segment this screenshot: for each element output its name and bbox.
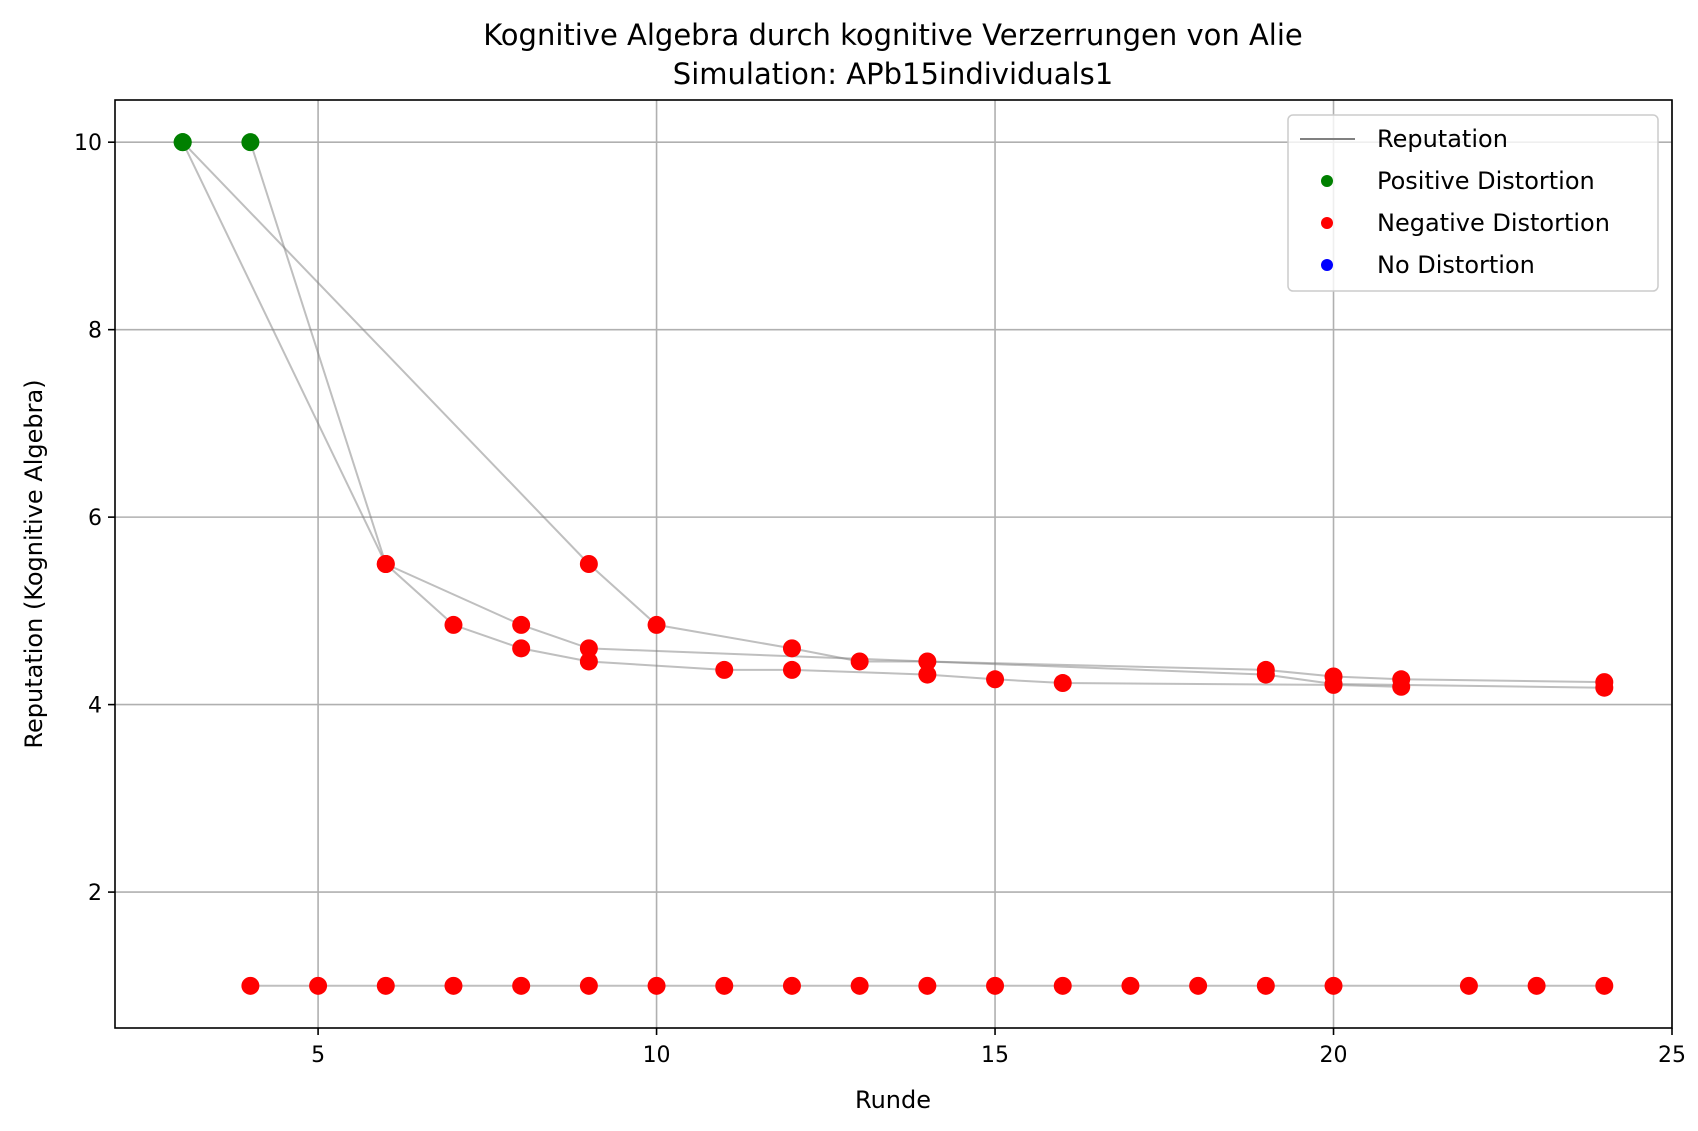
data-point — [1256, 660, 1275, 679]
reputation-line-3 — [181, 141, 1605, 684]
data-point — [241, 976, 260, 995]
data-point — [647, 615, 666, 634]
legend-label-reputation: Reputation — [1377, 125, 1508, 153]
data-point — [782, 660, 801, 679]
data-point — [512, 976, 531, 995]
legend-label-positive: Positive Distortion — [1377, 167, 1595, 195]
legend-swatch-positive — [1321, 175, 1333, 187]
data-point — [579, 639, 598, 658]
data-point — [986, 670, 1005, 689]
data-point — [1053, 674, 1072, 693]
data-point — [647, 976, 666, 995]
x-tick-label: 5 — [311, 1043, 325, 1068]
y-axis-label: Reputation (Kognitive Algebra) — [20, 379, 48, 748]
data-point — [918, 652, 937, 671]
data-point — [782, 976, 801, 995]
data-point — [376, 976, 395, 995]
data-point — [579, 652, 598, 671]
legend-box — [1287, 114, 1659, 292]
y-tick-label: 4 — [88, 694, 102, 719]
y-axis-ticks: 2 4 6 8 10 — [74, 131, 115, 906]
x-tick-label: 20 — [1320, 1043, 1348, 1068]
data-point — [1256, 976, 1275, 995]
data-point — [1595, 673, 1614, 692]
data-point — [715, 660, 734, 679]
legend-label-none: No Distortion — [1377, 251, 1535, 279]
x-axis-label: Runde — [855, 1086, 931, 1114]
data-point — [241, 133, 260, 152]
y-tick-label: 10 — [74, 131, 102, 156]
data-point — [579, 555, 598, 573]
data-point — [1527, 976, 1546, 995]
x-axis-ticks: 5 10 15 20 25 — [311, 1028, 1686, 1068]
x-tick-label: 10 — [643, 1043, 671, 1068]
data-point — [1324, 667, 1343, 686]
y-tick-label: 2 — [88, 881, 102, 906]
legend-swatch-none — [1321, 259, 1333, 271]
y-tick-label: 6 — [88, 506, 102, 531]
data-point — [1595, 976, 1614, 995]
y-tick-label: 8 — [88, 319, 102, 344]
x-tick-label: 25 — [1658, 1043, 1686, 1068]
legend-label-negative: Negative Distortion — [1377, 209, 1610, 237]
data-points — [173, 133, 1614, 995]
data-point — [850, 652, 869, 671]
data-point — [512, 615, 531, 634]
chart-title: Kognitive Algebra durch kognitive Verzer… — [483, 18, 1303, 52]
chart-subtitle: Simulation: APb15individuals1 — [673, 57, 1113, 91]
data-point — [579, 976, 598, 995]
plot-frame — [114, 99, 1673, 1029]
data-point — [444, 976, 463, 995]
data-point — [1121, 976, 1140, 995]
data-point — [1324, 976, 1343, 995]
data-point — [986, 976, 1005, 995]
data-point — [918, 665, 937, 684]
legend: Reputation Positive Distortion Negative … — [1287, 114, 1659, 292]
data-point — [376, 555, 395, 573]
data-point — [918, 976, 937, 995]
data-point — [1189, 976, 1208, 995]
data-point — [512, 639, 531, 658]
data-point — [1459, 976, 1478, 995]
data-point — [309, 976, 328, 995]
data-point — [782, 639, 801, 658]
x-tick-label: 15 — [981, 1043, 1009, 1068]
data-point — [715, 976, 734, 995]
data-point — [1392, 670, 1411, 689]
data-point — [173, 133, 192, 152]
reputation-line-2 — [249, 141, 1402, 688]
legend-swatch-negative — [1321, 217, 1333, 229]
data-point — [1053, 976, 1072, 995]
data-point — [850, 976, 869, 995]
data-point — [444, 615, 463, 634]
